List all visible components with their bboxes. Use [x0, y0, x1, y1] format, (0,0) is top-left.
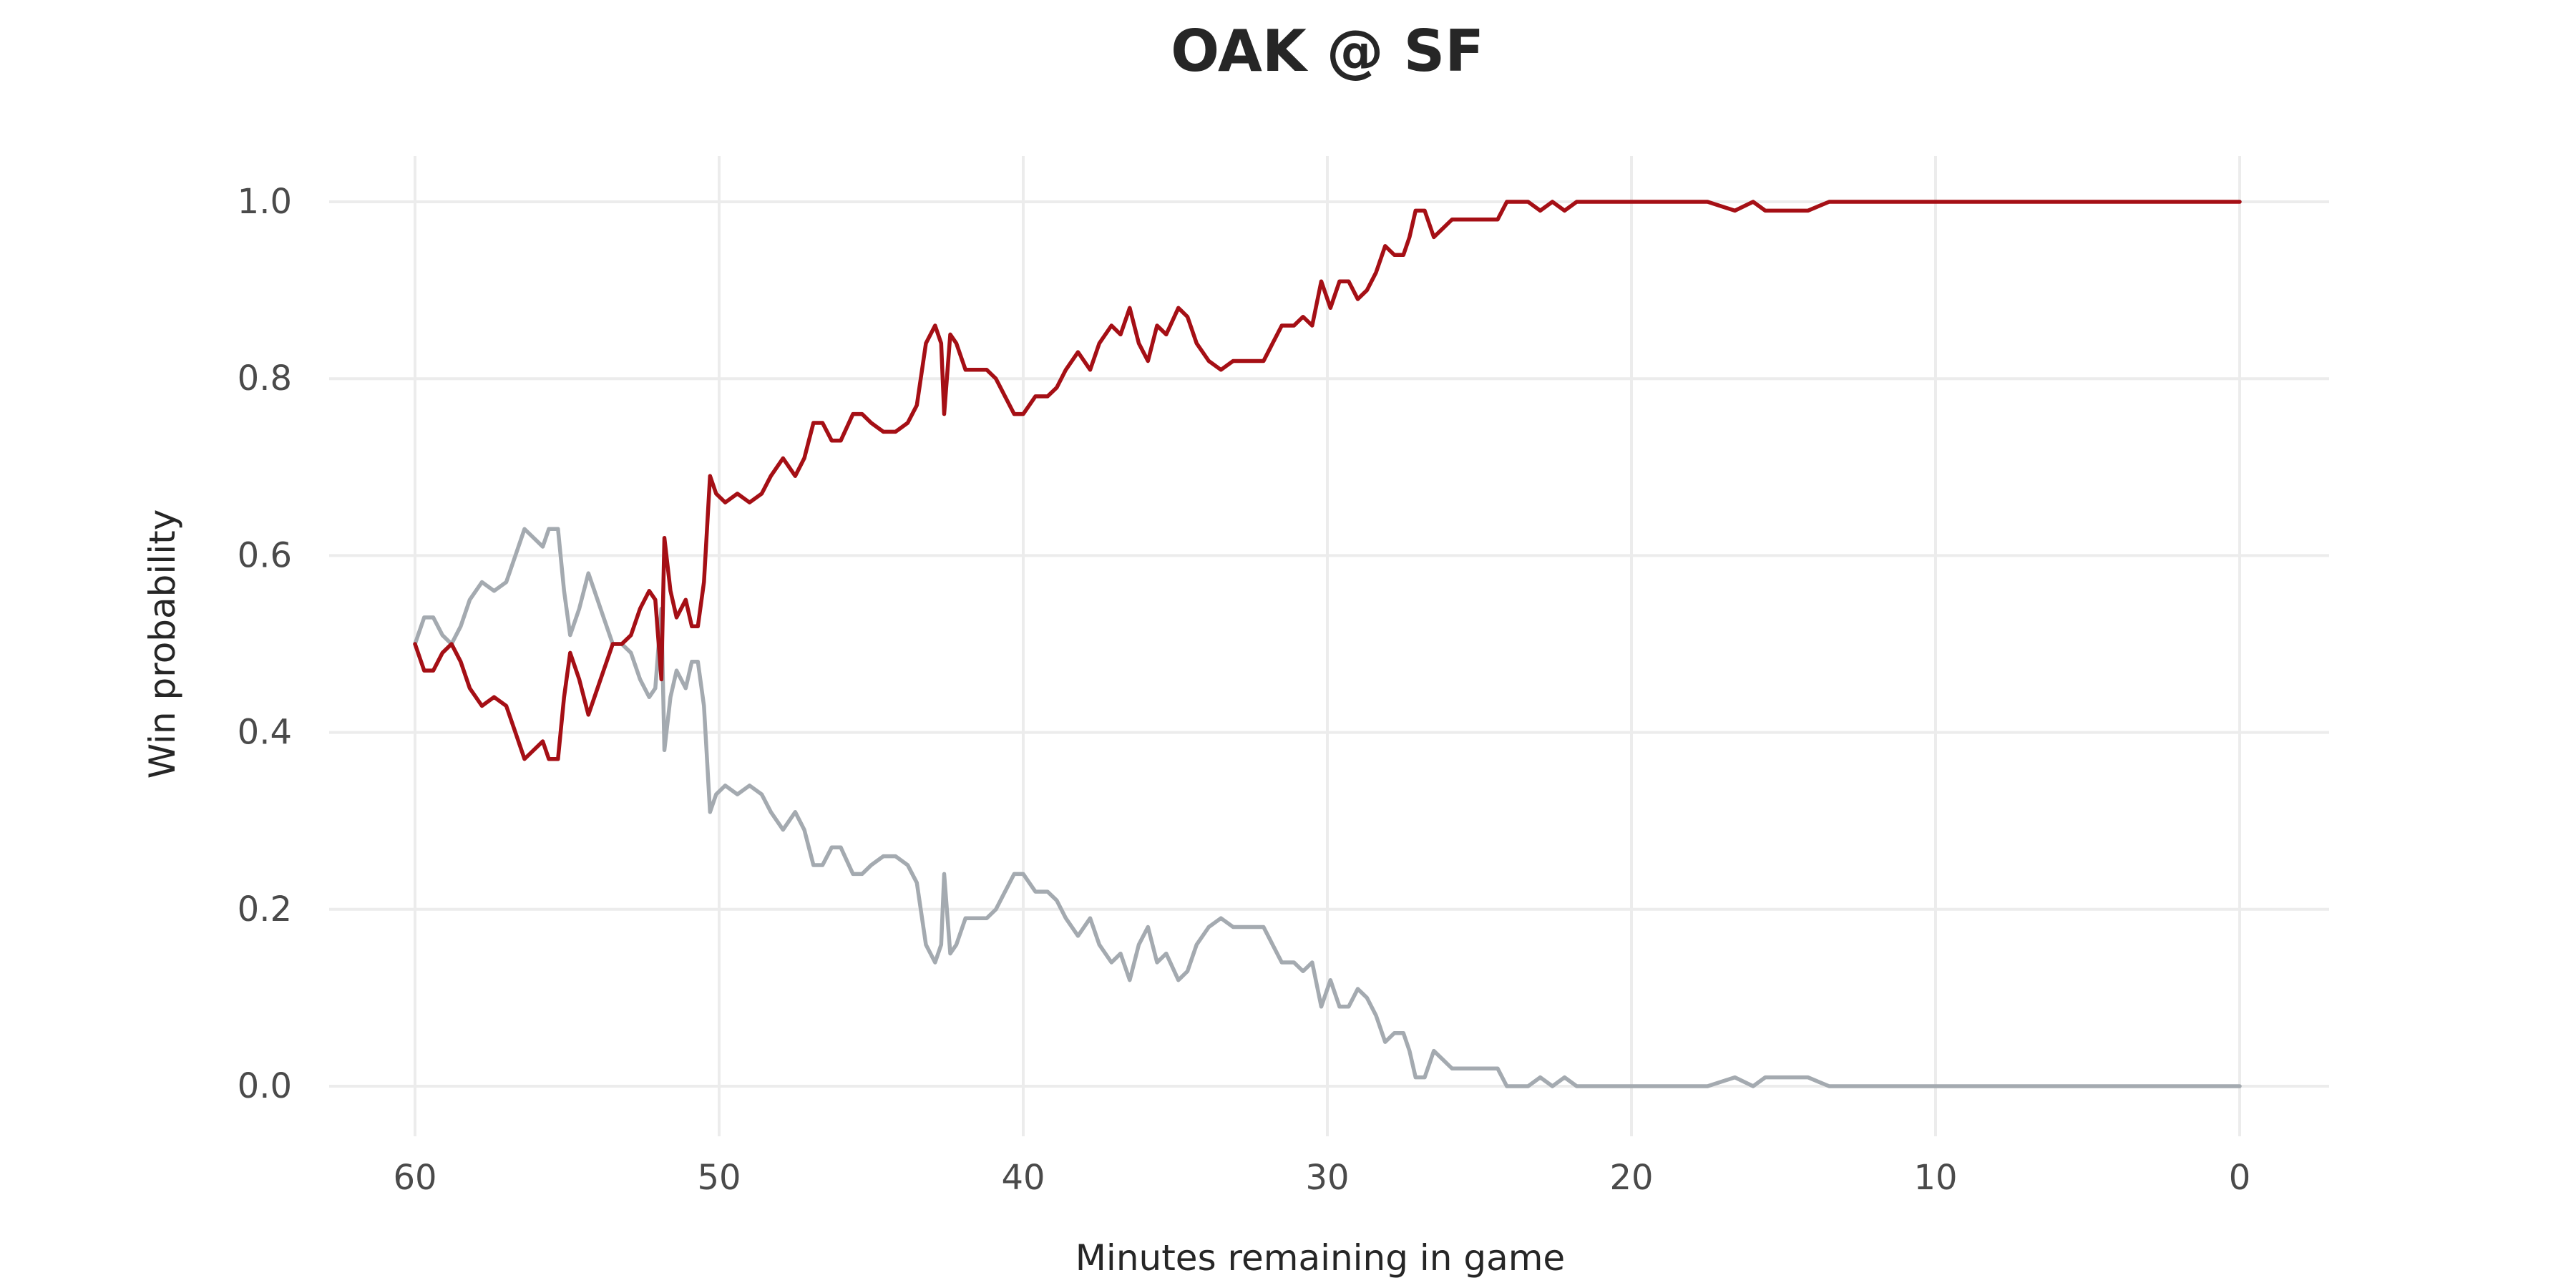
- chart-title: OAK @ SF: [1171, 18, 1484, 84]
- y-tick-label: 0.2: [238, 889, 292, 930]
- x-tick-label: 30: [1305, 1158, 1349, 1198]
- y-tick-label: 0.4: [238, 713, 292, 753]
- y-tick-label: 0.0: [238, 1066, 292, 1106]
- y-tick-label: 1.0: [238, 182, 292, 222]
- x-tick-label: 20: [1609, 1158, 1653, 1198]
- win-probability-line-1: [413, 200, 2242, 761]
- x-tick-label: 50: [697, 1158, 741, 1198]
- x-tick-label: 10: [1913, 1158, 1957, 1198]
- x-tick-label: 60: [393, 1158, 436, 1198]
- x-tick-label: 0: [2229, 1158, 2251, 1198]
- x-axis-tick-labels: 60 50 40 30 20 10 0: [393, 1158, 2250, 1198]
- x-tick-label: 40: [1001, 1158, 1045, 1198]
- y-tick-label: 0.8: [238, 358, 292, 399]
- x-axis-title: Minutes remaining in game: [1075, 1237, 1565, 1279]
- y-axis-title: Win probability: [142, 509, 183, 779]
- win-probability-line-2: [413, 527, 2242, 1088]
- y-tick-label: 0.6: [238, 535, 292, 575]
- series-lines: [413, 200, 2242, 1088]
- y-axis-tick-labels: 0.0 0.2 0.4 0.6 0.8 1.0: [238, 182, 292, 1106]
